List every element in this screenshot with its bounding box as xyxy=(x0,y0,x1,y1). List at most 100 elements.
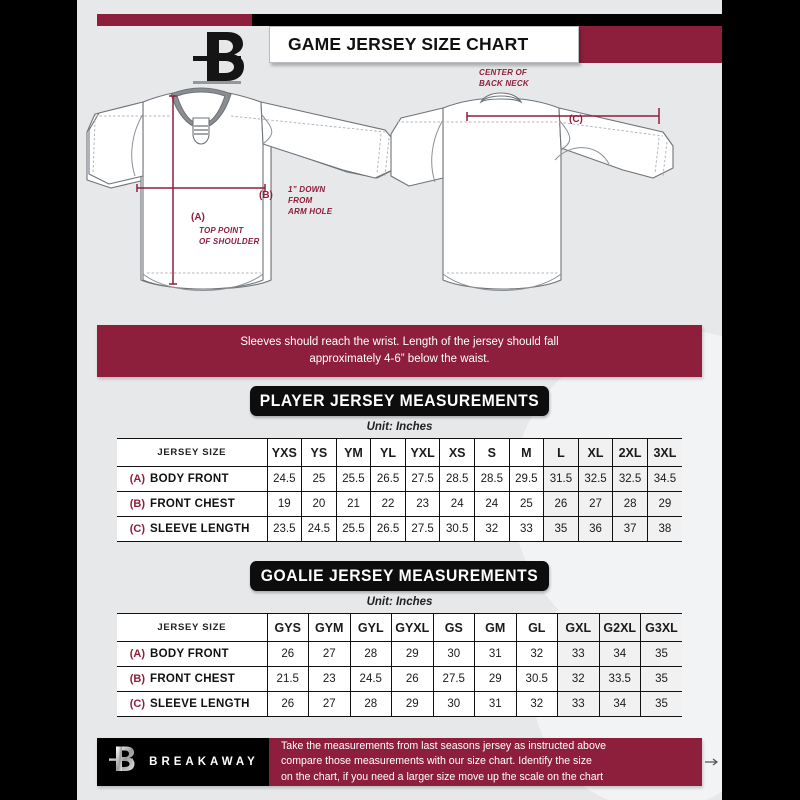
size-header-gyxl: GYXL xyxy=(391,613,433,642)
measurement-cell: 35 xyxy=(543,516,579,542)
size-header-m: M xyxy=(508,438,544,467)
measurement-cell: 31.5 xyxy=(543,466,579,492)
size-header-gys: GYS xyxy=(266,613,309,642)
measurement-cell: 27.5 xyxy=(404,466,440,492)
table-row: (C) SLEEVE LENGTH 23.5 24.5 25.5 26.5 27.5 30.5… xyxy=(117,516,682,542)
measurement-cell: 27 xyxy=(308,641,350,667)
size-header-xs: XS xyxy=(439,438,475,467)
measurement-cell: 33 xyxy=(557,691,599,717)
table-row: (B) FRONT CHEST 19 20 21 22 23 24 24 25 26 27 28 29 xyxy=(117,491,682,517)
size-column-header: JERSEY SIZE xyxy=(117,438,268,467)
measurement-cell: 22 xyxy=(370,491,406,517)
header-maroon-block xyxy=(577,26,722,63)
measurement-cell: 20 xyxy=(301,491,337,517)
fit-note-line1: Sleeves should reach the wrist. Length o… xyxy=(240,335,559,348)
measurement-code: (B) xyxy=(129,498,145,510)
measurement-cell: 26 xyxy=(266,641,309,667)
jersey-back-illustration xyxy=(390,92,674,291)
measurement-cell: 30 xyxy=(432,691,475,717)
front-label-b-line1: 1” DOWN xyxy=(288,185,326,194)
front-label-a-line1: TOP POINT xyxy=(199,226,244,235)
measurement-cell: 37 xyxy=(612,516,648,542)
measurement-cell: 33 xyxy=(508,516,544,542)
front-letter-b: (B) xyxy=(259,190,273,201)
brand-logo-icon xyxy=(187,28,247,91)
measurement-cell: 23 xyxy=(308,666,350,692)
measurement-cell: 29 xyxy=(391,691,433,717)
size-header-3xl: 3XL xyxy=(646,438,682,467)
measurement-cell: 24.5 xyxy=(301,516,337,542)
footer-brand: BREAKAWAY xyxy=(97,738,269,786)
measurement-cell: 25 xyxy=(508,491,544,517)
measurement-cell: 27.5 xyxy=(404,516,440,542)
measurement-cell: 26 xyxy=(391,666,433,692)
goalie-unit-label: Unit: Inches xyxy=(366,596,433,608)
measurement-name: BODY FRONT xyxy=(150,648,229,660)
size-header-xl: XL xyxy=(577,438,613,467)
size-header-gl: GL xyxy=(515,613,558,642)
size-header-yxl: YXL xyxy=(404,438,440,467)
measurement-cell: 25 xyxy=(301,466,337,492)
size-header-l: L xyxy=(543,438,579,467)
measurement-cell: 29.5 xyxy=(508,466,544,492)
measurement-cell: 35 xyxy=(640,666,682,692)
measurement-cell: 32.5 xyxy=(612,466,648,492)
measurement-cell: 24.5 xyxy=(266,466,302,492)
table-row: (A) BODY FRONT 26 27 28 29 30 31 32 33 34 35 xyxy=(117,641,682,667)
size-header-gym: GYM xyxy=(308,613,350,642)
measurement-cell: 32 xyxy=(473,516,510,542)
page-title: GAME JERSEY SIZE CHART xyxy=(269,26,579,63)
measurement-cell: 35 xyxy=(640,691,682,717)
measurement-cell: 26 xyxy=(543,491,579,517)
measurement-cell: 26.5 xyxy=(370,466,406,492)
front-letter-a: (A) xyxy=(191,212,205,223)
measurement-cell: 24.5 xyxy=(349,666,392,692)
measurement-cell: 19 xyxy=(266,491,302,517)
measurement-cell: 32 xyxy=(515,641,558,667)
measurement-cell: 28 xyxy=(349,691,392,717)
footer-instructions: Take the measurements from last seasons … xyxy=(269,738,702,786)
measurement-cell: 38 xyxy=(646,516,682,542)
header-accent-strip-maroon xyxy=(97,14,252,26)
size-header-gm: GM xyxy=(474,613,516,642)
measurement-cell: 27 xyxy=(308,691,350,717)
measurement-cell: 25.5 xyxy=(335,516,371,542)
measurement-cell: 36 xyxy=(577,516,613,542)
measurement-cell: 30.5 xyxy=(515,666,558,692)
goalie-size-table: JERSEY SIZE GYS GYM GYL GYXL GS GM GL GXL G2XL G3X… xyxy=(117,613,682,717)
measurement-cell: 29 xyxy=(646,491,682,517)
table-row: (A) BODY FRONT 24.5 25 25.5 26.5 27.5 28.5 28.5 2… xyxy=(117,466,682,492)
measurement-cell: 26.5 xyxy=(370,516,406,542)
footer-line2: compare those measurements with our size… xyxy=(281,755,592,768)
footer-line1: Take the measurements from last seasons … xyxy=(281,740,607,753)
player-measurements-heading-text: PLAYER JERSEY MEASUREMENTS xyxy=(259,391,540,410)
size-header-2xl: 2XL xyxy=(612,438,648,467)
size-header-yl: YL xyxy=(370,438,406,467)
goalie-measurements-heading-text: GOALIE JERSEY MEASUREMENTS xyxy=(260,566,539,585)
measurement-code: (B) xyxy=(129,673,145,685)
measurement-cell: 34.5 xyxy=(646,466,682,492)
measurement-row-label: (A) BODY FRONT xyxy=(117,641,267,667)
measurement-code: (C) xyxy=(129,523,145,535)
player-measurements-heading: PLAYER JERSEY MEASUREMENTS xyxy=(250,386,549,416)
player-size-table: JERSEY SIZE YXS YS YM YL YXL XS S M L XL 2XL 3XL (A) B… xyxy=(117,438,682,542)
cursor-arrow-artifact xyxy=(705,758,718,766)
goalie-measurements-heading: GOALIE JERSEY MEASUREMENTS xyxy=(250,561,549,591)
measurement-cell: 32.5 xyxy=(577,466,613,492)
measurement-cell: 21 xyxy=(335,491,371,517)
size-header-s: S xyxy=(473,438,510,467)
measurement-cell: 33 xyxy=(557,641,599,667)
size-header-gxl: GXL xyxy=(557,613,599,642)
measurement-cell: 28 xyxy=(612,491,648,517)
footer-logo-icon xyxy=(107,745,137,780)
measurement-cell: 34 xyxy=(598,691,641,717)
footer-line3: on the chart, if you need a larger size … xyxy=(281,770,604,783)
fit-note-banner: Sleeves should reach the wrist. Length o… xyxy=(97,325,702,377)
measurement-cell: 30.5 xyxy=(439,516,475,542)
measurement-cell: 30 xyxy=(432,641,475,667)
player-unit-label: Unit: Inches xyxy=(366,421,433,433)
measurement-row-label: (B) FRONT CHEST xyxy=(117,666,267,692)
measurement-cell: 23.5 xyxy=(266,516,302,542)
jersey-illustration-panel: (A) TOP POINT OF SHOULDER (B) 1” DOWN FR… xyxy=(77,62,722,322)
measurement-cell: 28.5 xyxy=(439,466,475,492)
